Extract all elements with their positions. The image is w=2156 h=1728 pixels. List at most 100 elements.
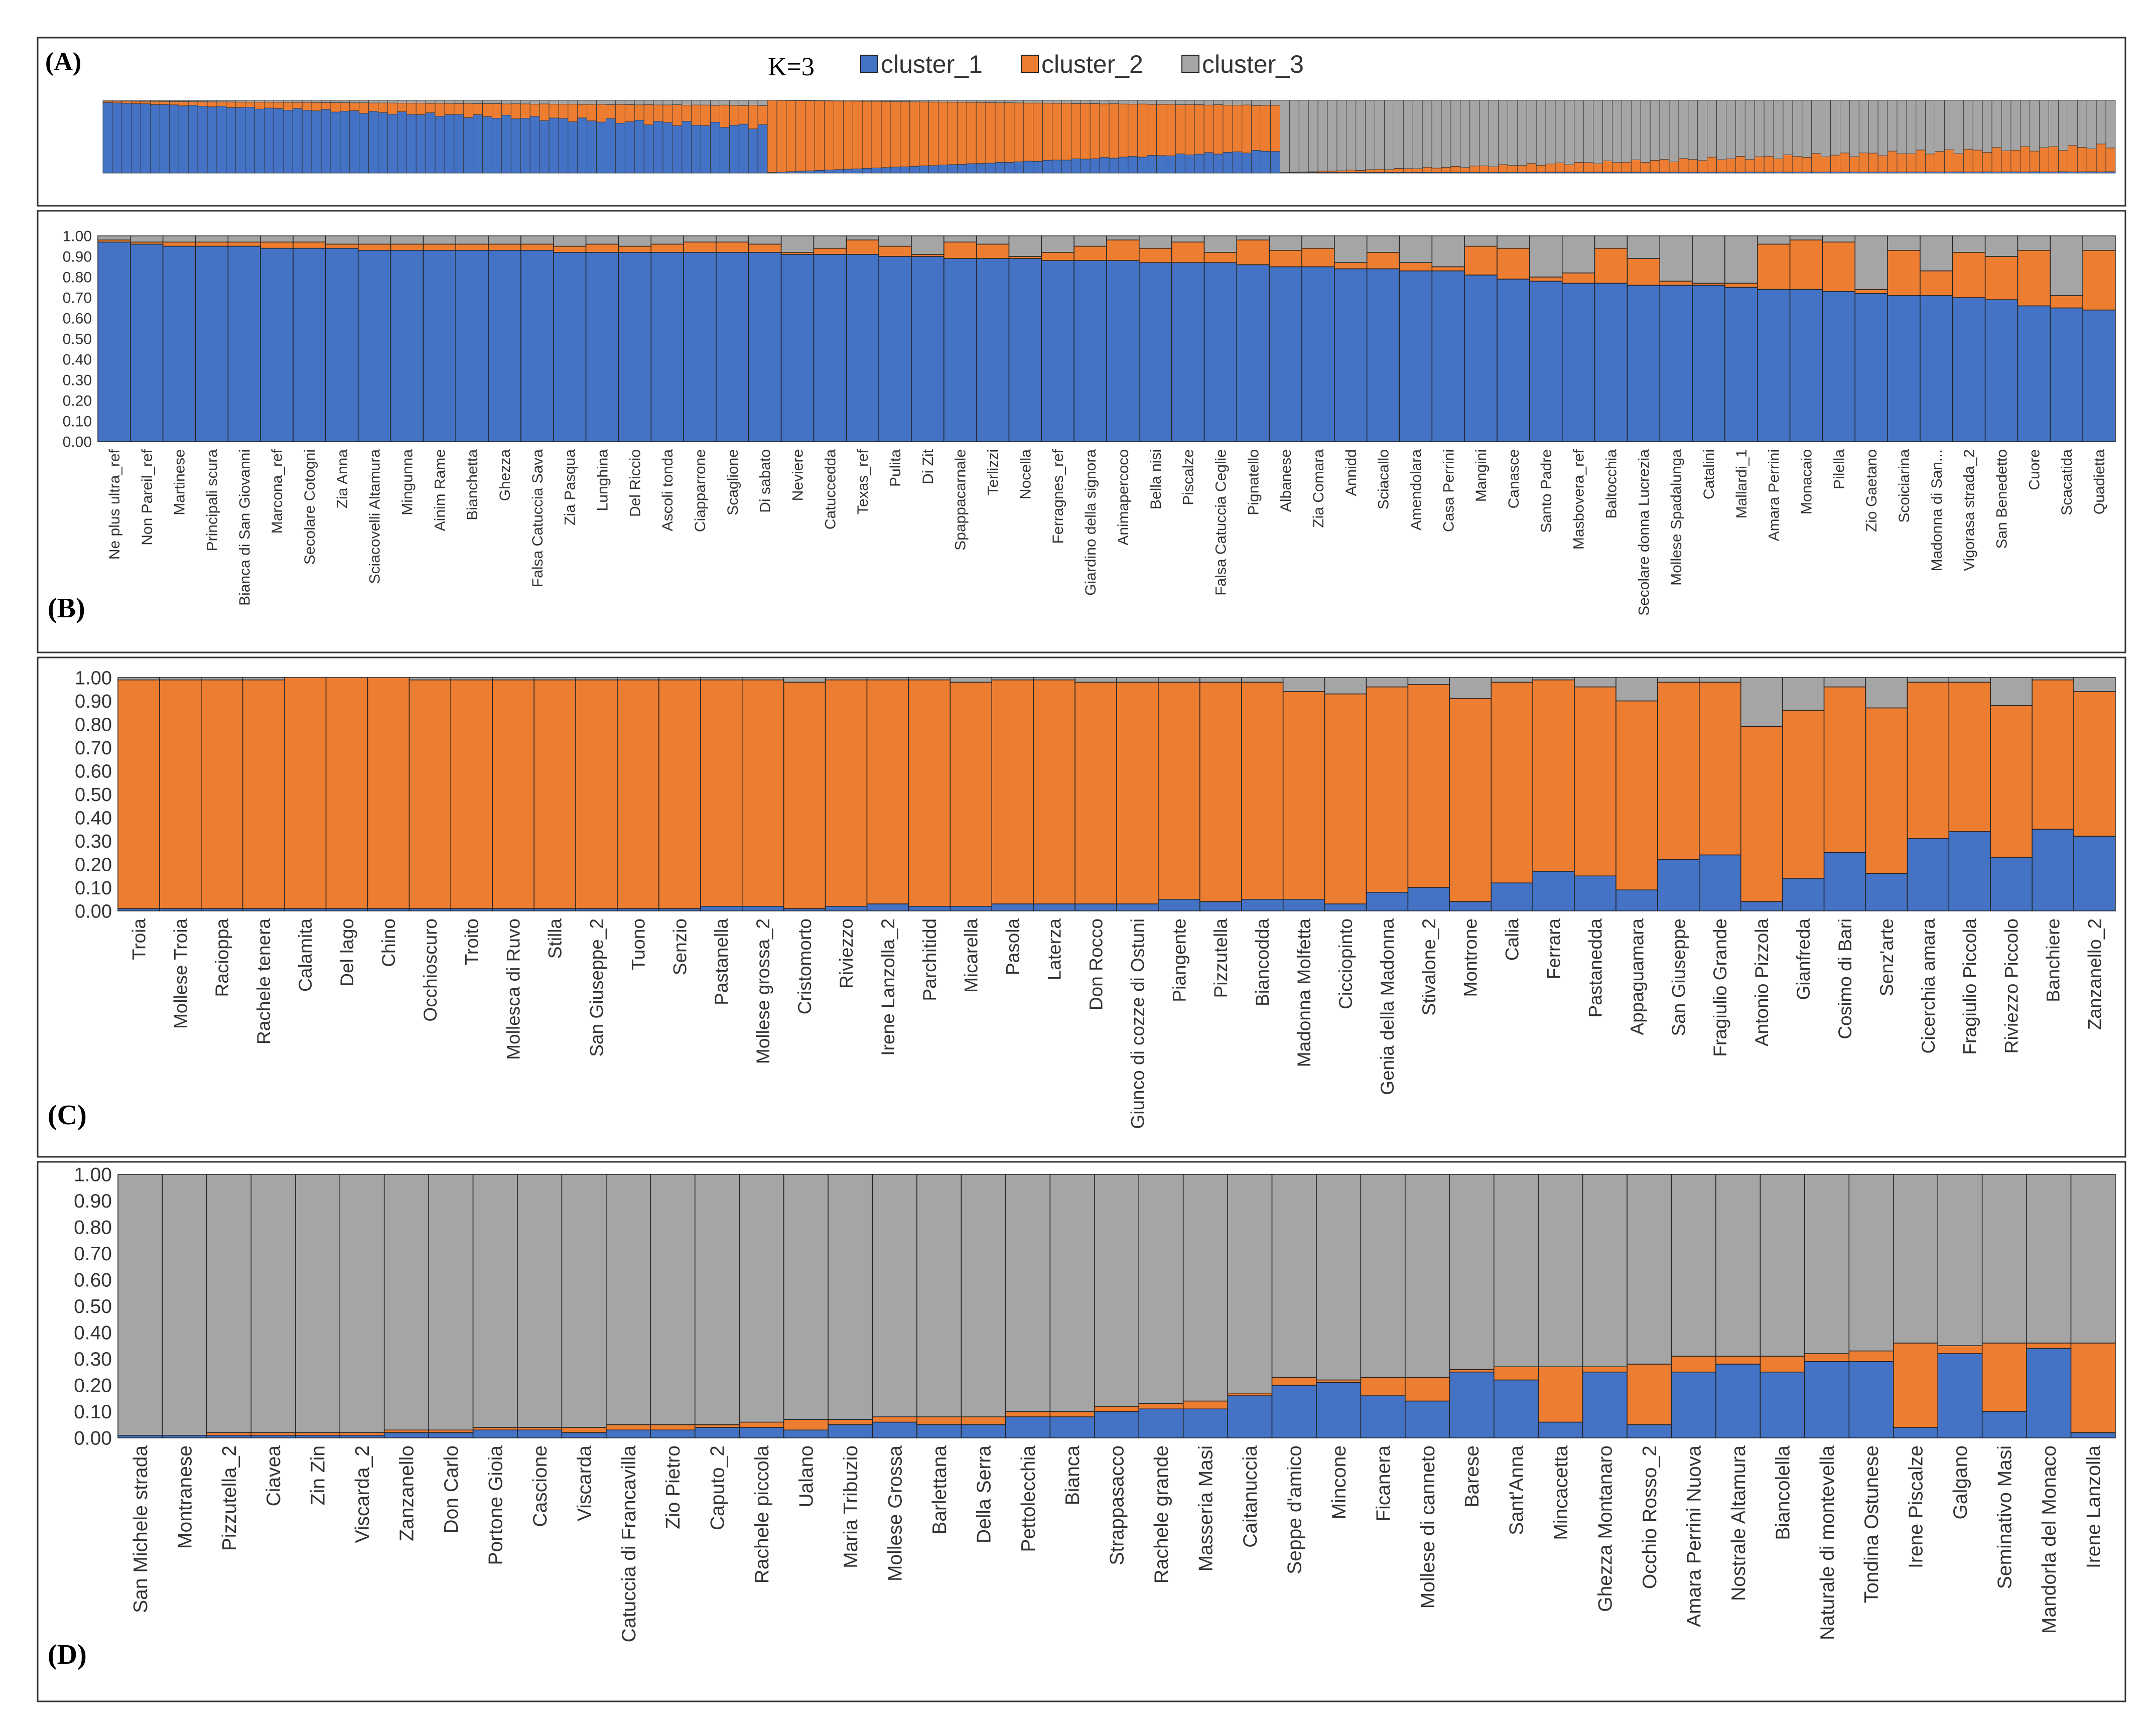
panel-c-bar-cluster-1: [1033, 903, 1075, 911]
panel-b-category-label: Neviere: [790, 449, 806, 501]
panel-a-bar-cluster-3: [1042, 100, 1052, 104]
panel-a-bar-cluster-1: [121, 103, 132, 174]
panel-a-bar-cluster-3: [2039, 100, 2049, 148]
panel-a-bar-cluster-2: [568, 103, 578, 122]
panel-a-bar-cluster-3: [1726, 100, 1736, 159]
panel-b-bar-cluster-3: [1724, 235, 1758, 284]
panel-c-category-label: Cicerchia amara: [1918, 918, 1939, 1054]
panel-b-bar-cluster-1: [1757, 289, 1791, 442]
panel-c-category-label: Gianfreda: [1793, 918, 1814, 1000]
panel-a-bar-cluster-1: [1270, 151, 1280, 174]
panel-a-bar-cluster-1: [558, 118, 569, 174]
panel-a-bar-cluster-3: [264, 100, 274, 103]
panel-a-bar-cluster-2: [862, 101, 872, 169]
panel-a-bar-cluster-3: [1289, 100, 1299, 173]
panel-b-bar-cluster-3: [846, 235, 879, 240]
panel-c-category-label: San Giuseppe: [1668, 918, 1689, 1036]
panel-a-bar-cluster-2: [150, 101, 160, 105]
panel-a-bar-cluster-3: [150, 100, 160, 102]
panel-d-category-label: Cascione: [529, 1445, 551, 1527]
panel-b-bar-cluster-3: [423, 235, 456, 245]
panel-a-bar-cluster-2: [976, 102, 986, 164]
panel-a-bar-cluster-2: [653, 104, 663, 121]
panel-a-bar-cluster-2: [188, 101, 198, 106]
panel-d-category-label: Irene Lanzolla: [2083, 1445, 2104, 1568]
panel-c-category-label: Occhioscuro: [420, 918, 441, 1022]
panel-c-bar-cluster-2: [284, 677, 327, 909]
panel-a-bar-cluster-3: [1659, 100, 1670, 160]
panel-c-ytick: 0.60: [75, 761, 112, 782]
panel-c-bar-cluster-3: [1158, 677, 1200, 683]
panel-b-bar-cluster-2: [1366, 252, 1400, 270]
panel-a-bar-cluster-2: [1422, 167, 1432, 173]
panel-b-bar-cluster-2: [1171, 241, 1205, 263]
panel-d-category-label: Zanzanello: [396, 1445, 418, 1541]
panel-a-bar-cluster-1: [188, 105, 198, 174]
panel-b-bar-cluster-2: [1952, 252, 1986, 298]
panel-a-bar-cluster-3: [359, 100, 369, 103]
panel-a-bar-cluster-3: [1412, 100, 1423, 169]
panel-a-bar-cluster-1: [207, 106, 217, 174]
panel-a-bar-cluster-1: [948, 164, 958, 174]
panel-c-bar-cluster-3: [1699, 677, 1741, 683]
panel-b-bar-cluster-1: [1692, 285, 1725, 442]
panel-d-bar-cluster-2: [1937, 1345, 1983, 1354]
panel-b-category-label: Bella nisi: [1148, 449, 1164, 509]
panel-b-category-label: Mingunna: [399, 449, 416, 515]
panel-b-category-label: Annidd: [1343, 449, 1360, 496]
panel-d-bar-cluster-2: [1316, 1379, 1362, 1383]
panel-d-bar-cluster-1: [1893, 1427, 1938, 1438]
panel-a-label: (A): [45, 48, 81, 76]
panel-a-bar-cluster-1: [283, 109, 293, 174]
panel-a-bar-cluster-2: [1821, 157, 1831, 172]
panel-a-bar-cluster-3: [720, 100, 730, 105]
panel-d-bar-cluster-3: [339, 1174, 385, 1433]
panel-a-bar-cluster-2: [539, 103, 550, 121]
panel-b-bar-cluster-2: [813, 247, 847, 255]
panel-a-bar-cluster-2: [710, 105, 720, 122]
panel-a-bar-cluster-3: [1574, 100, 1584, 163]
panel-c-category-label: Chino: [378, 918, 399, 967]
panel-b-bar-cluster-2: [976, 243, 1010, 259]
panel-a-bar-cluster-1: [1982, 171, 1992, 174]
panel-b-bar-cluster-2: [1659, 281, 1693, 286]
panel-d-bar-cluster-3: [1937, 1174, 1983, 1346]
panel-a-bar-cluster-2: [1877, 155, 1888, 172]
panel-a-bar-cluster-1: [216, 105, 227, 174]
panel-a-bar-cluster-2: [834, 100, 844, 170]
panel-c-bar-cluster-2: [2073, 691, 2116, 837]
panel-d-bar-cluster-1: [1271, 1385, 1317, 1438]
panel-a-bar-cluster-1: [1023, 161, 1034, 174]
panel-a-bar-cluster-3: [1972, 100, 1983, 151]
panel-a-bar-cluster-1: [834, 169, 844, 174]
panel-b-category-label: Secolare Cotogni: [302, 449, 318, 565]
panel-a-bar-cluster-1: [178, 105, 189, 174]
panel-a-bar-cluster-3: [1080, 100, 1091, 104]
panel-a-bar-cluster-3: [1175, 100, 1185, 105]
panel-a-bar-cluster-2: [1403, 168, 1413, 173]
panel-a-frame: [37, 37, 2126, 207]
panel-d-bar-cluster-1: [206, 1435, 252, 1438]
panel-a-bar-cluster-3: [871, 100, 882, 102]
panel-a-bar-cluster-3: [160, 100, 170, 102]
panel-a-bar-cluster-3: [311, 100, 322, 103]
panel-c-bar-cluster-2: [658, 679, 701, 909]
panel-b-bar-cluster-1: [585, 252, 619, 442]
panel-b-bar-cluster-1: [1041, 260, 1074, 442]
panel-d-bar-cluster-3: [1449, 1174, 1495, 1370]
panel-a-bar-cluster-2: [1764, 156, 1774, 173]
panel-a-bar-cluster-1: [720, 127, 730, 174]
panel-c-category-label: Racioppa: [212, 918, 232, 997]
panel-b-category-label: Ferragnes_ref: [1050, 449, 1066, 544]
panel-a-bar-cluster-2: [1602, 161, 1612, 173]
panel-a-bar-cluster-2: [1508, 165, 1518, 173]
panel-d-bar-cluster-1: [1316, 1382, 1362, 1438]
panel-b-bar-cluster-1: [1789, 289, 1823, 442]
panel-b-category-label: Madonna di San...: [1929, 449, 1945, 572]
panel-c-frame: [37, 656, 2126, 1158]
panel-a-bar-cluster-2: [2105, 148, 2116, 172]
panel-b-bar-cluster-3: [1854, 235, 1888, 290]
panel-a-bar-cluster-1: [2096, 171, 2106, 174]
panel-a-bar-cluster-3: [1346, 100, 1357, 171]
panel-a-bar-cluster-1: [302, 110, 312, 174]
